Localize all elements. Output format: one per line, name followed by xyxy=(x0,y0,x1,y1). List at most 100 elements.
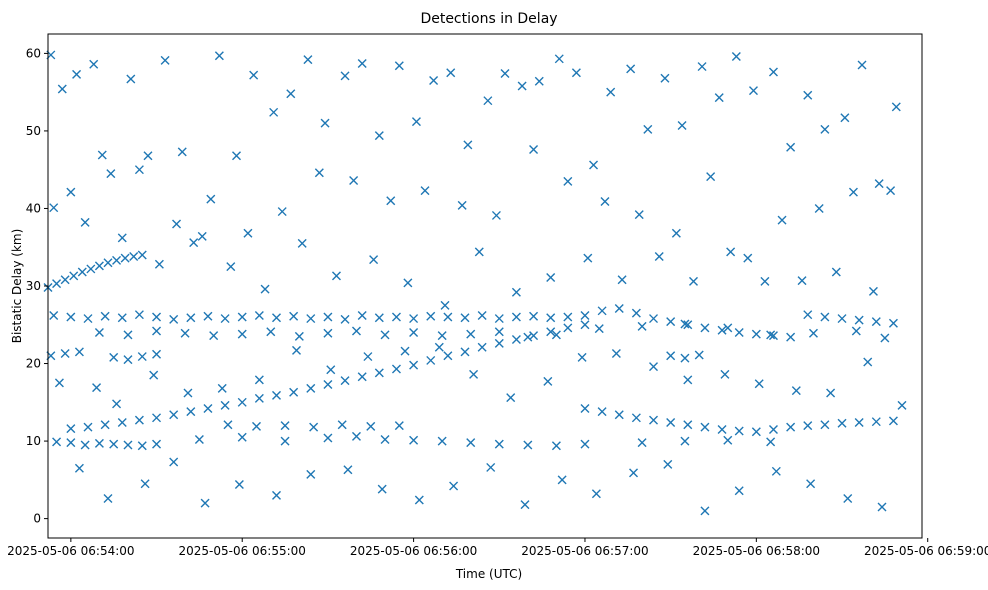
data-point xyxy=(551,330,561,340)
data-point xyxy=(831,267,841,277)
x-tick-label: 2025-05-06 06:55:00 xyxy=(178,544,305,558)
x-tick-label: 2025-05-06 06:58:00 xyxy=(693,544,820,558)
data-point xyxy=(443,351,453,361)
data-point xyxy=(337,420,347,430)
data-point xyxy=(677,121,687,130)
data-point xyxy=(611,348,621,358)
data-point xyxy=(491,210,501,220)
data-point xyxy=(237,329,247,339)
data-point xyxy=(66,424,76,434)
data-point xyxy=(460,347,470,357)
data-point xyxy=(551,441,561,451)
data-point xyxy=(848,187,858,197)
data-point xyxy=(343,465,353,475)
data-point xyxy=(126,74,136,84)
data-point xyxy=(583,253,593,263)
data-point xyxy=(100,311,110,321)
data-point xyxy=(357,58,367,68)
data-point xyxy=(314,168,324,178)
data-point xyxy=(357,310,367,320)
data-point xyxy=(152,413,162,423)
data-point xyxy=(152,349,162,359)
series-band-near-24-km xyxy=(94,319,890,343)
series-band-near-26-km xyxy=(49,303,898,342)
data-point xyxy=(60,275,70,285)
data-point xyxy=(152,312,162,322)
data-point xyxy=(734,426,744,436)
data-point xyxy=(626,64,636,74)
data-point xyxy=(272,490,281,500)
data-point xyxy=(777,215,787,225)
data-point xyxy=(731,51,741,61)
data-point xyxy=(434,342,444,352)
data-point xyxy=(237,397,247,407)
data-point xyxy=(663,459,673,469)
data-point xyxy=(94,328,104,338)
data-point xyxy=(683,320,693,330)
data-point xyxy=(377,484,387,494)
data-point xyxy=(534,76,544,86)
data-point xyxy=(523,440,533,450)
data-point xyxy=(411,117,421,127)
data-point xyxy=(874,179,884,189)
data-point xyxy=(94,438,104,448)
data-point xyxy=(791,386,801,396)
data-point xyxy=(649,362,659,372)
data-point xyxy=(871,417,881,427)
data-point xyxy=(697,62,707,72)
data-point xyxy=(694,350,704,360)
data-point xyxy=(323,312,333,322)
data-point xyxy=(843,493,853,503)
data-point xyxy=(563,312,573,322)
data-point xyxy=(891,102,901,112)
data-point xyxy=(112,255,122,265)
data-point xyxy=(634,210,644,220)
data-point xyxy=(457,200,467,210)
data-point xyxy=(323,328,333,338)
data-point xyxy=(520,500,530,510)
data-point xyxy=(269,107,279,117)
data-point xyxy=(723,323,733,333)
y-axis-label: Bistatic Delay (km) xyxy=(10,229,24,344)
data-point xyxy=(177,147,187,157)
data-point xyxy=(214,51,224,61)
data-point xyxy=(617,275,627,285)
data-point xyxy=(837,418,847,428)
data-point xyxy=(886,186,896,196)
data-point xyxy=(54,378,64,388)
series-band-near-10-km xyxy=(52,431,776,451)
data-point xyxy=(440,300,450,310)
data-point xyxy=(820,420,830,430)
data-point xyxy=(851,326,861,336)
data-point xyxy=(154,259,164,269)
data-point xyxy=(249,70,259,80)
data-point xyxy=(49,203,59,213)
data-point xyxy=(180,328,190,338)
data-point xyxy=(52,279,62,289)
data-point xyxy=(511,335,521,344)
data-point xyxy=(751,329,761,339)
data-point xyxy=(200,498,210,508)
data-point xyxy=(529,145,539,155)
data-point xyxy=(754,379,764,389)
data-point xyxy=(786,422,796,432)
x-axis-label: Time (UTC) xyxy=(455,567,522,581)
data-point xyxy=(97,150,107,160)
data-point xyxy=(494,314,504,324)
series-early-rising-track xyxy=(43,250,147,293)
data-point xyxy=(83,314,93,324)
data-point xyxy=(89,59,99,69)
data-point xyxy=(374,368,384,378)
data-point xyxy=(277,207,287,217)
data-point xyxy=(340,71,350,81)
data-point xyxy=(351,326,361,336)
data-point xyxy=(683,420,693,430)
data-point xyxy=(340,376,350,386)
data-point xyxy=(786,332,796,342)
data-point xyxy=(660,73,670,83)
data-point xyxy=(614,303,624,313)
data-point xyxy=(86,264,96,274)
data-point xyxy=(237,312,247,322)
data-point xyxy=(369,255,379,265)
data-point xyxy=(123,330,133,340)
